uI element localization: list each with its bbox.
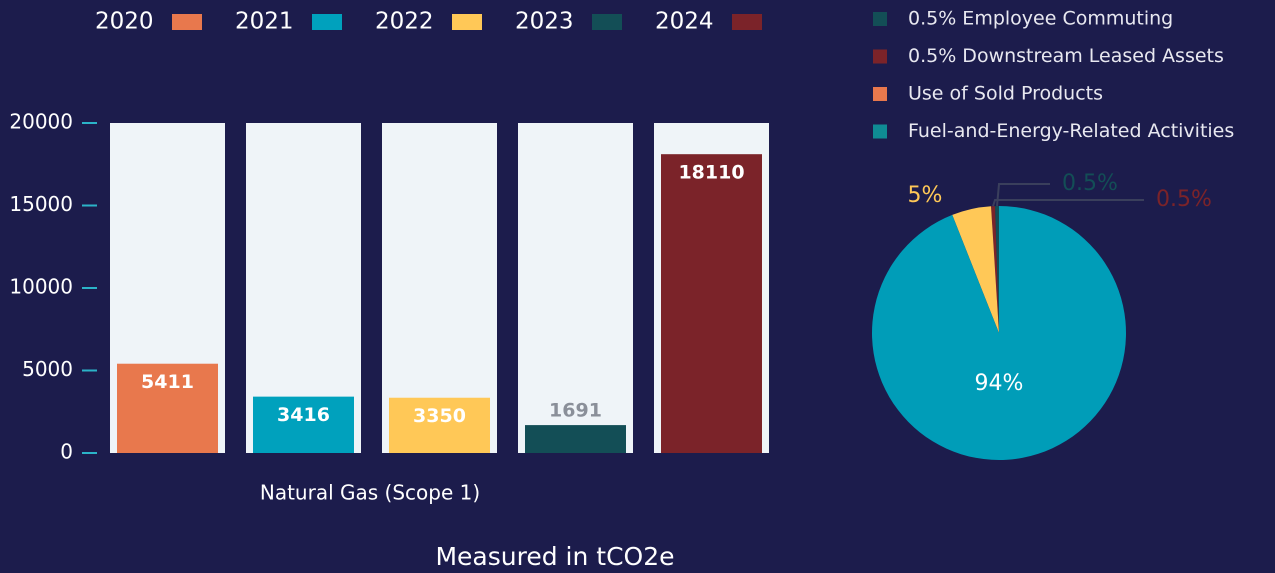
legend-label: 2020 xyxy=(95,9,154,35)
legend-label: Fuel-and-Energy-Related Activities xyxy=(908,120,1234,142)
caption: Measured in tCO2e xyxy=(435,542,674,571)
bar-value-label: 18110 xyxy=(678,162,744,184)
legend-swatch xyxy=(873,124,887,139)
legend-label: 0.5% Employee Commuting xyxy=(908,8,1173,30)
legend-swatch xyxy=(732,14,762,30)
bar-value-label: 1691 xyxy=(549,400,602,422)
y-tick-label: 10000 xyxy=(9,275,73,299)
y-tick-label: 15000 xyxy=(9,192,73,216)
legend-swatch xyxy=(873,87,887,101)
legend-swatch xyxy=(873,12,887,26)
leader-line xyxy=(992,199,1144,207)
pie-slice xyxy=(995,206,999,333)
bar-value-label: 5411 xyxy=(141,371,194,393)
y-tick-label: 0 xyxy=(60,440,73,464)
slice-label: 94% xyxy=(975,371,1024,396)
pie-slice xyxy=(871,206,1126,460)
bar xyxy=(389,397,490,453)
y-tick-label: 20000 xyxy=(9,110,73,134)
legend-swatch xyxy=(592,14,622,30)
pie-slice xyxy=(952,206,999,333)
bar-value-label: 3350 xyxy=(413,405,466,427)
bar xyxy=(117,363,218,453)
legend-swatch xyxy=(452,14,482,30)
legend-label: Use of Sold Products xyxy=(908,83,1103,105)
legend-swatch xyxy=(873,49,887,64)
pie-slice xyxy=(991,206,999,333)
y-tick-label: 5000 xyxy=(22,357,73,381)
legend-label: 2023 xyxy=(515,9,574,35)
legend-label: 2024 xyxy=(655,9,714,35)
leader-line xyxy=(996,183,1050,207)
slice-label: 0.5% xyxy=(1062,171,1118,196)
bar xyxy=(525,425,626,453)
bar xyxy=(253,396,354,453)
x-axis-label: Natural Gas (Scope 1) xyxy=(260,481,480,505)
legend-label: 2022 xyxy=(375,9,434,35)
legend-label: 2021 xyxy=(235,9,294,35)
legend-swatch xyxy=(172,14,202,30)
slice-label: 0.5% xyxy=(1156,187,1212,212)
bar xyxy=(661,154,762,453)
bar-background xyxy=(518,123,633,453)
legend-label: 0.5% Downstream Leased Assets xyxy=(908,45,1224,67)
slice-label: 5% xyxy=(908,183,943,208)
bar-value-label: 3416 xyxy=(277,404,330,426)
legend-swatch xyxy=(312,14,342,30)
